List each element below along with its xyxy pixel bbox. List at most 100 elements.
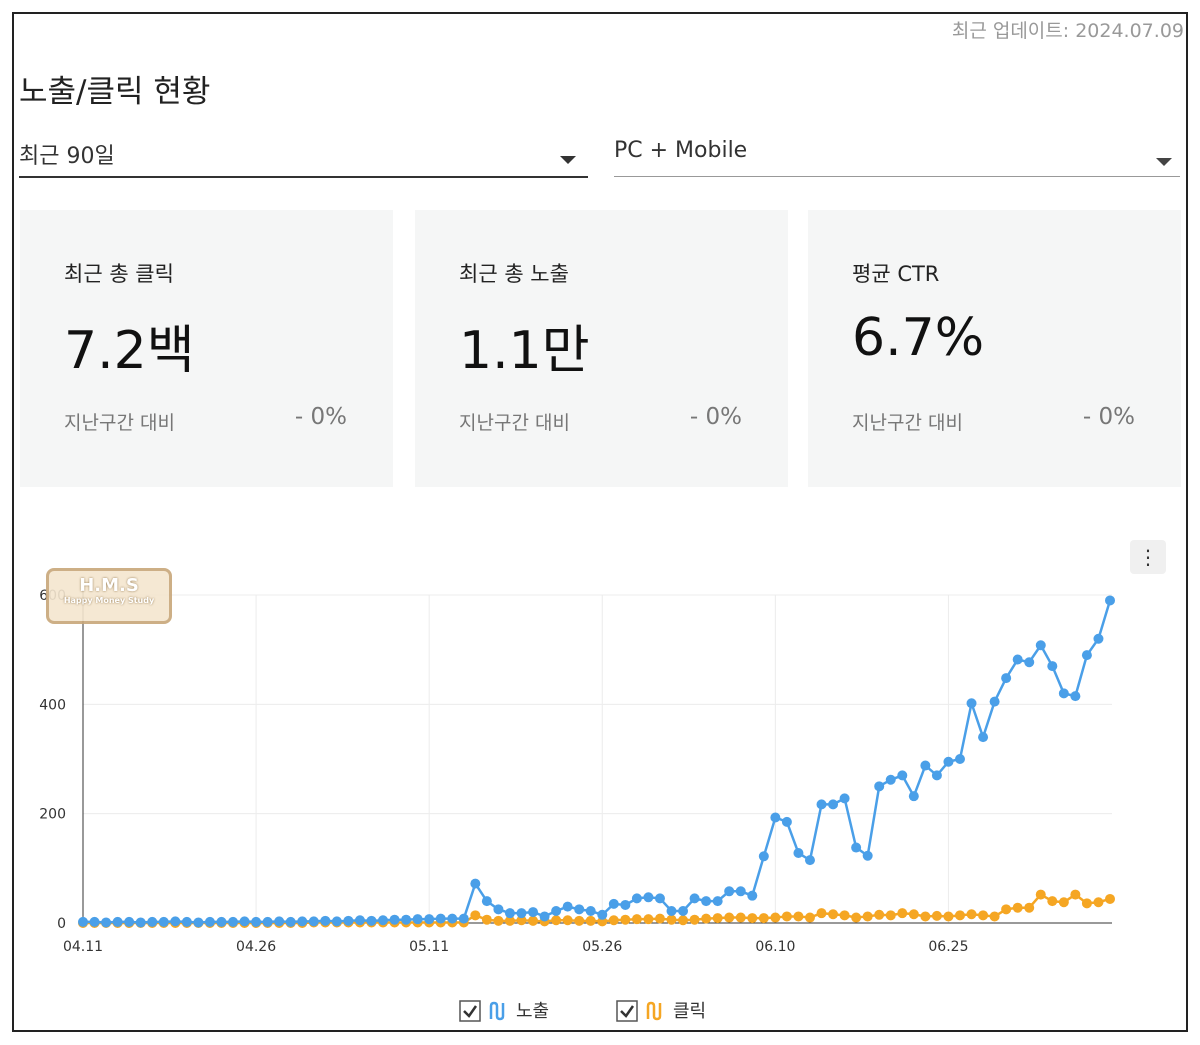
data-point (943, 911, 954, 922)
data-point (308, 916, 319, 927)
data-point (908, 909, 919, 920)
data-point (493, 915, 504, 926)
data-point (839, 910, 850, 921)
data-point (643, 914, 654, 925)
period-dropdown[interactable]: 최근 90일 (19, 138, 588, 178)
data-point (781, 911, 792, 922)
data-point (966, 698, 977, 709)
data-point (643, 892, 654, 903)
period-value: 최근 90일 (19, 144, 115, 169)
data-point (828, 799, 839, 810)
legend-checkbox (616, 1000, 638, 1022)
data-point (528, 915, 539, 926)
legend-item[interactable]: 노출 (459, 1000, 549, 1022)
data-point (770, 912, 781, 923)
data-point (908, 791, 919, 802)
data-point (1081, 898, 1092, 909)
data-point (1012, 654, 1023, 665)
dropdown-arrow (1156, 158, 1172, 166)
data-point (504, 915, 515, 926)
data-point (204, 916, 215, 927)
data-point (470, 878, 481, 889)
data-point (931, 770, 942, 781)
x-tick-label: 06.25 (928, 939, 968, 955)
data-point (274, 916, 285, 927)
card-change: - 0% (1082, 404, 1135, 430)
card-label: 평균 CTR (852, 262, 940, 286)
data-point (101, 917, 112, 928)
data-point (285, 916, 296, 927)
data-point (874, 781, 885, 792)
data-point (666, 914, 677, 925)
data-point (678, 915, 689, 926)
data-point (851, 842, 862, 853)
x-tick-label: 04.11 (63, 939, 103, 955)
data-point (631, 893, 642, 904)
data-point (1058, 688, 1069, 699)
data-point (862, 850, 873, 861)
data-point (689, 914, 700, 925)
data-point (701, 913, 712, 924)
y-tick-label: 400 (39, 697, 66, 713)
data-point (516, 908, 527, 919)
data-point (158, 916, 169, 927)
card-value: 7.2백 (64, 321, 195, 381)
data-point (747, 890, 758, 901)
data-point (193, 917, 204, 928)
data-point (585, 905, 596, 916)
data-point (504, 908, 515, 919)
data-point (701, 896, 712, 907)
data-point (758, 851, 769, 862)
data-point (862, 911, 873, 922)
card-compare: 지난구간 대비 (459, 412, 570, 434)
data-point (424, 914, 435, 925)
legend-label: 클릭 (673, 1001, 706, 1022)
data-point (816, 799, 827, 810)
card-change: - 0% (689, 404, 742, 430)
legend-item[interactable]: 클릭 (616, 1000, 706, 1022)
data-point (1047, 896, 1058, 907)
data-point (539, 911, 550, 922)
data-point (1035, 889, 1046, 900)
y-tick-label: 200 (39, 807, 66, 823)
data-point (135, 917, 146, 928)
data-point (978, 910, 989, 921)
watermark: H.M.S Happy Money Study (46, 568, 172, 624)
data-point (378, 915, 389, 926)
data-point (470, 910, 481, 921)
data-point (320, 915, 331, 926)
legend-label: 노출 (516, 1001, 549, 1022)
stat-card: 최근 총 클릭 7.2백 지난구간 대비 - 0% (20, 210, 393, 487)
data-point (920, 760, 931, 771)
data-point (747, 913, 758, 924)
data-point (885, 774, 896, 785)
data-point (343, 915, 354, 926)
data-point (874, 909, 885, 920)
data-point (781, 816, 792, 827)
data-point (1081, 650, 1092, 661)
x-tick-label: 05.11 (409, 939, 449, 955)
data-point (608, 898, 619, 909)
data-point (839, 793, 850, 804)
device-dropdown[interactable]: PC + Mobile (614, 138, 1180, 177)
data-point (389, 914, 400, 925)
data-point (804, 855, 815, 866)
data-point (654, 913, 665, 924)
data-point (458, 913, 469, 924)
data-point (851, 912, 862, 923)
card-compare: 지난구간 대비 (852, 412, 963, 434)
y-tick-label: 0 (57, 916, 66, 932)
data-point (724, 886, 735, 897)
data-point (1047, 661, 1058, 672)
stat-card: 최근 총 노출 1.1만 지난구간 대비 - 0% (415, 210, 788, 487)
data-point (770, 812, 781, 823)
chart-menu[interactable]: ⋮ (1130, 540, 1166, 574)
watermark-subtitle: Happy Money Study (63, 596, 155, 605)
data-point (1012, 902, 1023, 913)
data-point (228, 916, 239, 927)
legend-checkbox (459, 1000, 481, 1022)
data-point (251, 916, 262, 927)
card-label: 최근 총 노출 (459, 262, 569, 286)
device-value: PC + Mobile (614, 138, 748, 163)
